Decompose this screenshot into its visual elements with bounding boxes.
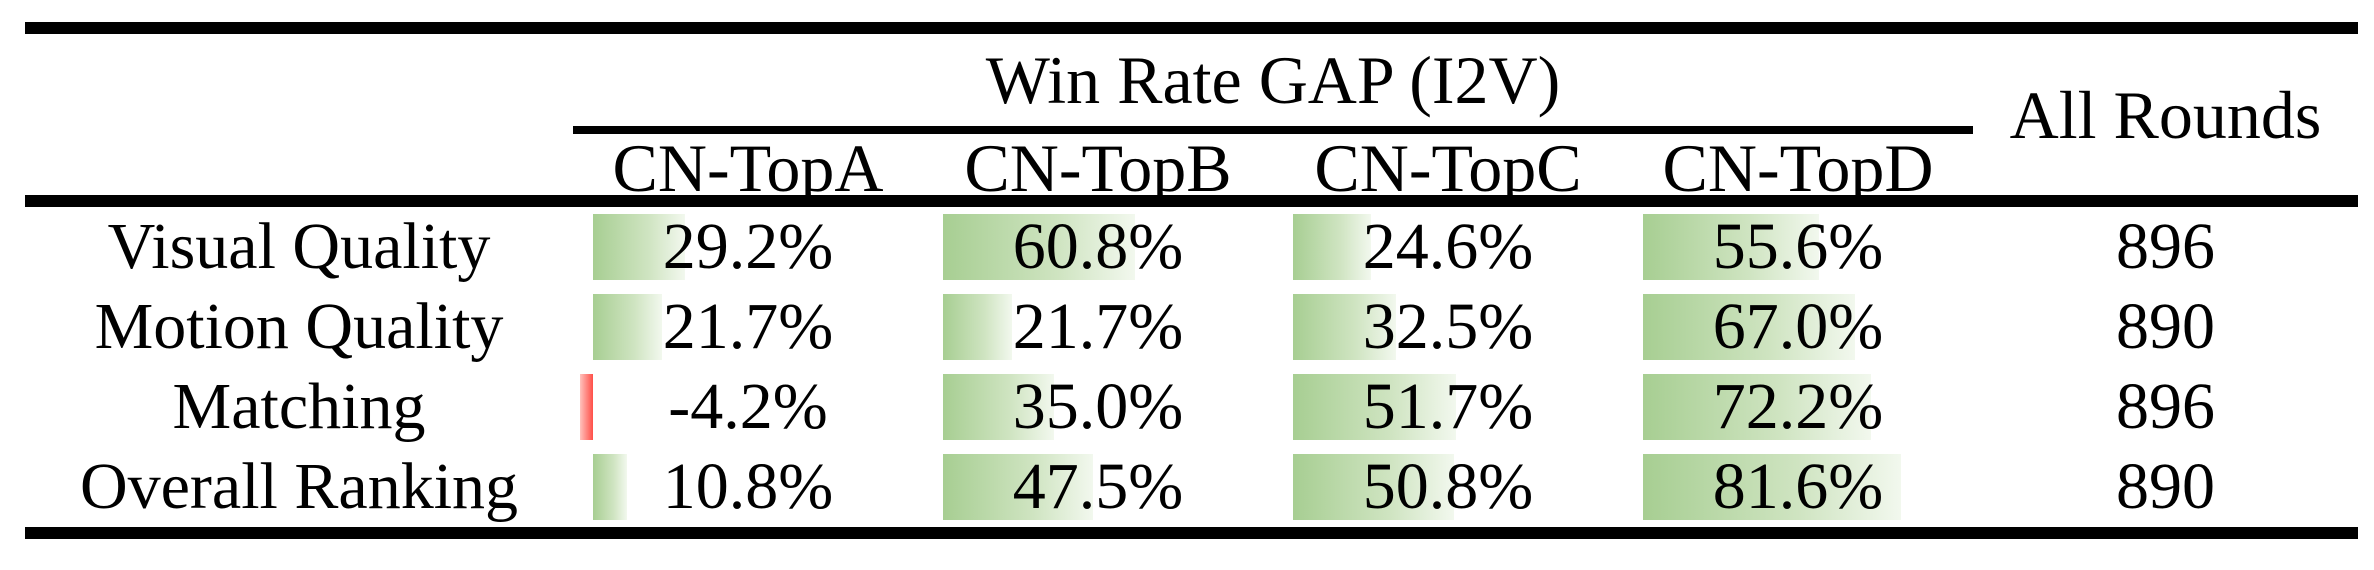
win-rate-value: 51.7%: [1362, 370, 1534, 443]
data-bar: [593, 214, 685, 280]
table: Win Rate GAP (I2V) CN-TopA CN-TopB CN-TopC…: [25, 22, 2358, 539]
data-bar: [1293, 214, 1371, 280]
win-rate-cell: 21.7%: [573, 287, 923, 367]
row-label: Overall Ranking: [79, 450, 519, 523]
data-bar: [593, 294, 662, 360]
win-rate-cell: 24.6%: [1273, 207, 1623, 287]
win-rate-value: 55.6%: [1712, 210, 1884, 283]
win-rate-value: 47.5%: [1012, 450, 1184, 523]
column-headers: CN-TopA CN-TopB CN-TopC CN-TopD: [573, 134, 1973, 202]
data-bar: [943, 374, 1054, 440]
win-rate-value: 72.2%: [1712, 370, 1884, 443]
win-rate-value: 29.2%: [662, 210, 834, 283]
data-bar: [1643, 214, 1819, 280]
win-rate-cell: 55.6%: [1623, 207, 1973, 287]
win-rate-value: 10.8%: [662, 450, 834, 523]
win-rate-cell: 72.2%: [1623, 367, 1973, 447]
data-bar: [1293, 294, 1396, 360]
column-header: CN-TopD: [1662, 130, 1934, 206]
win-rate-cell: 81.6%: [1623, 447, 1973, 527]
all-rounds-value: 890: [2116, 290, 2215, 363]
win-rate-cell: -4.2%: [573, 367, 923, 447]
win-rate-cell: 50.8%: [1273, 447, 1623, 527]
data-bar: [1293, 374, 1456, 440]
win-rate-value: 50.8%: [1362, 450, 1534, 523]
table-body: Visual Quality 29.2% 60.8% 24.6% 55.6% 896 Mot…: [25, 207, 2358, 539]
all-rounds-value: 896: [2116, 370, 2215, 443]
row-label: Matching: [172, 370, 426, 443]
win-rate-value: 24.6%: [1362, 210, 1534, 283]
win-rate-cell: 35.0%: [923, 367, 1273, 447]
win-rate-value: 21.7%: [1012, 290, 1184, 363]
all-rounds-value: 890: [2116, 450, 2215, 523]
win-rate-value: 67.0%: [1712, 290, 1884, 363]
win-rate-value: 32.5%: [1362, 290, 1534, 363]
data-bar: [1643, 374, 1871, 440]
all-rounds-header: All Rounds: [2009, 76, 2322, 153]
win-rate-value: 60.8%: [1012, 210, 1184, 283]
win-rate-value: 35.0%: [1012, 370, 1184, 443]
data-bar: [1293, 454, 1454, 520]
data-bar: [1643, 454, 1901, 520]
column-header: CN-TopA: [612, 130, 884, 206]
table-row: Overall Ranking 10.8% 47.5% 50.8% 81.6% 890: [25, 447, 2358, 527]
data-bar: [943, 294, 1012, 360]
win-rate-cell: 10.8%: [573, 447, 923, 527]
table-header: Win Rate GAP (I2V) CN-TopA CN-TopB CN-TopC…: [25, 34, 2358, 207]
row-label: Visual Quality: [107, 210, 491, 283]
data-bar: [943, 214, 1135, 280]
column-header: CN-TopB: [964, 130, 1232, 206]
row-label: Motion Quality: [94, 290, 504, 363]
table-row: Visual Quality 29.2% 60.8% 24.6% 55.6% 896: [25, 207, 2358, 287]
win-rate-cell: 32.5%: [1273, 287, 1623, 367]
win-rate-value: 21.7%: [662, 290, 834, 363]
all-rounds-value: 896: [2116, 210, 2215, 283]
group-header-title: Win Rate GAP (I2V): [985, 42, 1561, 118]
column-header: CN-TopC: [1314, 130, 1582, 206]
win-rate-cell: 29.2%: [573, 207, 923, 287]
negative-data-bar: [580, 374, 593, 440]
data-bar: [943, 454, 1093, 520]
group-header-underline: [573, 126, 1973, 134]
win-rate-cell: 51.7%: [1273, 367, 1623, 447]
win-rate-value: 81.6%: [1712, 450, 1884, 523]
win-rate-cell: 21.7%: [923, 287, 1273, 367]
win-rate-cell: 67.0%: [1623, 287, 1973, 367]
data-bar: [1643, 294, 1855, 360]
win-rate-value: -4.2%: [668, 370, 828, 443]
data-bar: [593, 454, 627, 520]
header-corner-spacer: [25, 34, 573, 195]
win-rate-cell: 47.5%: [923, 447, 1273, 527]
table-row: Motion Quality 21.7% 21.7% 32.5% 67.0% 890: [25, 287, 2358, 367]
win-rate-cell: 60.8%: [923, 207, 1273, 287]
table-row: Matching -4.2% 35.0% 51.7% 72.2% 896: [25, 367, 2358, 447]
